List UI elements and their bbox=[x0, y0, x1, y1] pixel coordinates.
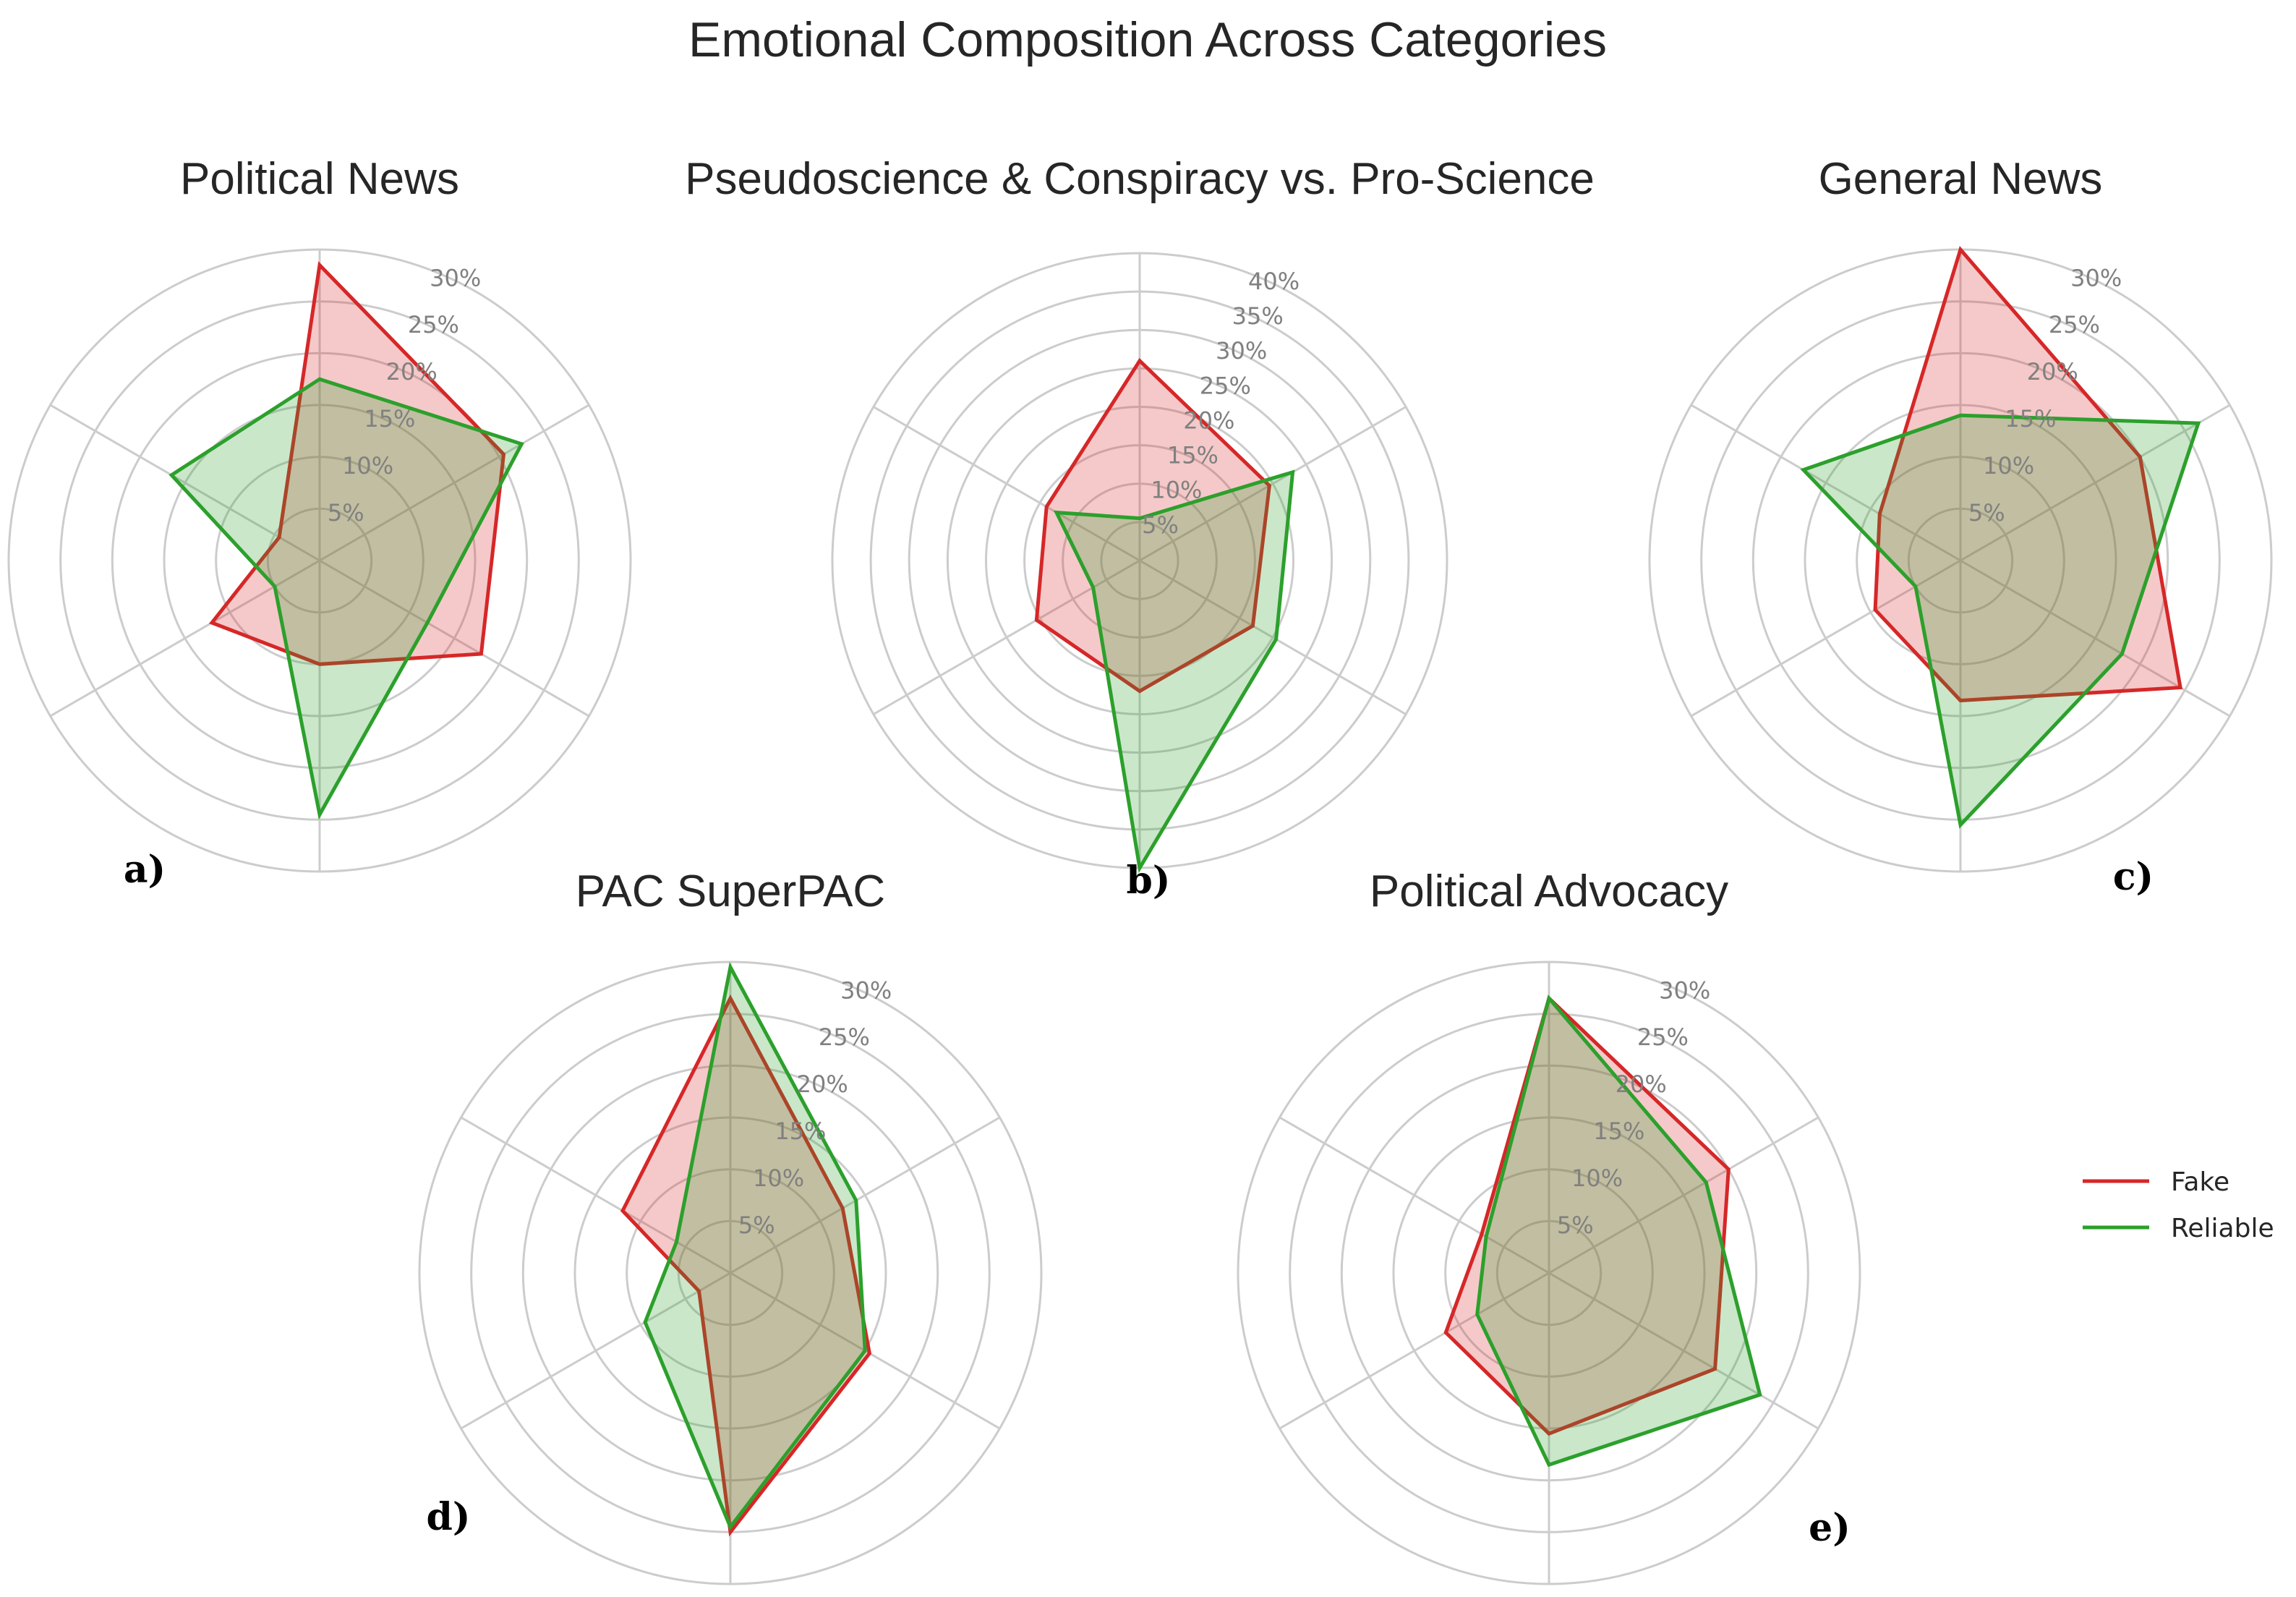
tick-label: 15% bbox=[2005, 405, 2056, 433]
panel-label: d) bbox=[427, 1495, 471, 1539]
grid-spoke bbox=[49, 404, 320, 562]
panel-label: a) bbox=[124, 848, 166, 892]
tick-label: 5% bbox=[1968, 499, 2005, 527]
grid-spoke bbox=[1139, 406, 1407, 562]
tick-label: 20% bbox=[2027, 358, 2078, 386]
grid-spoke bbox=[1279, 1272, 1550, 1430]
tick-label: 30% bbox=[1659, 976, 1710, 1004]
grid-spoke bbox=[873, 559, 1140, 715]
grid-spoke bbox=[1960, 559, 2231, 717]
tick-label: 20% bbox=[797, 1070, 848, 1098]
figure-title: Emotional Composition Across Categories bbox=[688, 12, 1607, 67]
panel-title: General News bbox=[1819, 154, 2103, 204]
tick-label: 20% bbox=[386, 358, 438, 386]
tick-label: 25% bbox=[408, 311, 459, 338]
tick-label: 5% bbox=[328, 499, 364, 527]
grid-spoke bbox=[319, 559, 590, 717]
legend-reliable-label: Reliable bbox=[2171, 1214, 2274, 1243]
grid-spoke bbox=[730, 1116, 1001, 1274]
series-fake-area bbox=[1443, 995, 1730, 1436]
panel-label: c) bbox=[2113, 855, 2154, 899]
tick-label: 10% bbox=[1983, 452, 2034, 480]
grid-spoke bbox=[1279, 1116, 1550, 1274]
tick-label: 10% bbox=[1571, 1164, 1623, 1192]
tick-label: 25% bbox=[819, 1023, 870, 1051]
tick-label: 30% bbox=[1216, 337, 1267, 365]
radar-panel-5: 5% 10% 15% 20% 25% 30% Political Advocacy e) bbox=[1237, 866, 1861, 1585]
grid-spoke bbox=[1139, 559, 1407, 715]
tick-label: 10% bbox=[753, 1164, 804, 1192]
tick-label: 5% bbox=[1142, 511, 1179, 539]
tick-label: 25% bbox=[1637, 1023, 1689, 1051]
tick-label: 30% bbox=[430, 264, 481, 291]
series-fake-area bbox=[620, 994, 872, 1537]
tick-label: 10% bbox=[1151, 477, 1202, 504]
panel-title: Political Advocacy bbox=[1370, 866, 1728, 916]
tick-label: 30% bbox=[840, 976, 892, 1004]
grid-spoke bbox=[1960, 404, 2231, 562]
tick-label: 5% bbox=[738, 1211, 775, 1239]
radar-panel-4: 5% 10% 15% 20% 25% 30% PAC SuperPAC d) bbox=[418, 866, 1043, 1585]
legend: Fake Reliable bbox=[2083, 1167, 2274, 1243]
legend-fake-label: Fake bbox=[2171, 1167, 2229, 1197]
grid-spoke bbox=[1690, 404, 1961, 562]
tick-label: 15% bbox=[1593, 1117, 1644, 1145]
tick-label: 15% bbox=[1167, 442, 1219, 469]
tick-label: 10% bbox=[342, 452, 393, 480]
tick-label: 5% bbox=[1557, 1211, 1594, 1239]
grid-spoke bbox=[873, 406, 1140, 562]
grid-spoke bbox=[1548, 1116, 1819, 1274]
radar-panel-3: 5% 10% 15% 20% 25% 30% General News c) bbox=[1648, 154, 2273, 899]
tick-label: 40% bbox=[1248, 268, 1299, 295]
grid-spoke bbox=[1548, 1272, 1819, 1430]
tick-label: 25% bbox=[1200, 372, 1251, 399]
panel-title: PAC SuperPAC bbox=[576, 866, 885, 916]
panel-title: Political News bbox=[180, 154, 459, 204]
tick-label: 35% bbox=[1232, 302, 1284, 330]
radar-panel-1: 5% 10% 15% 20% 25% 30% Political News a) bbox=[7, 154, 632, 892]
tick-label: 15% bbox=[774, 1117, 826, 1145]
grid-spoke bbox=[460, 1272, 731, 1430]
series-reliable-area bbox=[1800, 413, 2201, 829]
radar-panel-2: 5% 10% 15% 20% 25% 30% 35% 40% Pseudoscience & C… bbox=[685, 154, 1595, 903]
series-reliable-area bbox=[643, 961, 867, 1531]
series-reliable-area bbox=[1475, 994, 1762, 1468]
series-fake-area bbox=[208, 261, 506, 666]
panel-label: e) bbox=[1809, 1506, 1851, 1550]
tick-label: 15% bbox=[364, 405, 415, 433]
grid-spoke bbox=[319, 404, 590, 562]
series-reliable-area bbox=[168, 377, 524, 820]
tick-label: 20% bbox=[1183, 406, 1234, 434]
series-fake-area bbox=[1873, 245, 2183, 703]
tick-label: 20% bbox=[1616, 1070, 1667, 1098]
series-reliable-area bbox=[1053, 469, 1295, 874]
panel-label: b) bbox=[1127, 859, 1171, 903]
tick-label: 30% bbox=[2070, 264, 2122, 291]
tick-label: 25% bbox=[2049, 311, 2100, 338]
panel-title: Pseudoscience & Conspiracy vs. Pro-Scien… bbox=[685, 154, 1595, 204]
series-fake-area bbox=[1034, 357, 1272, 694]
grid-spoke bbox=[460, 1116, 731, 1274]
